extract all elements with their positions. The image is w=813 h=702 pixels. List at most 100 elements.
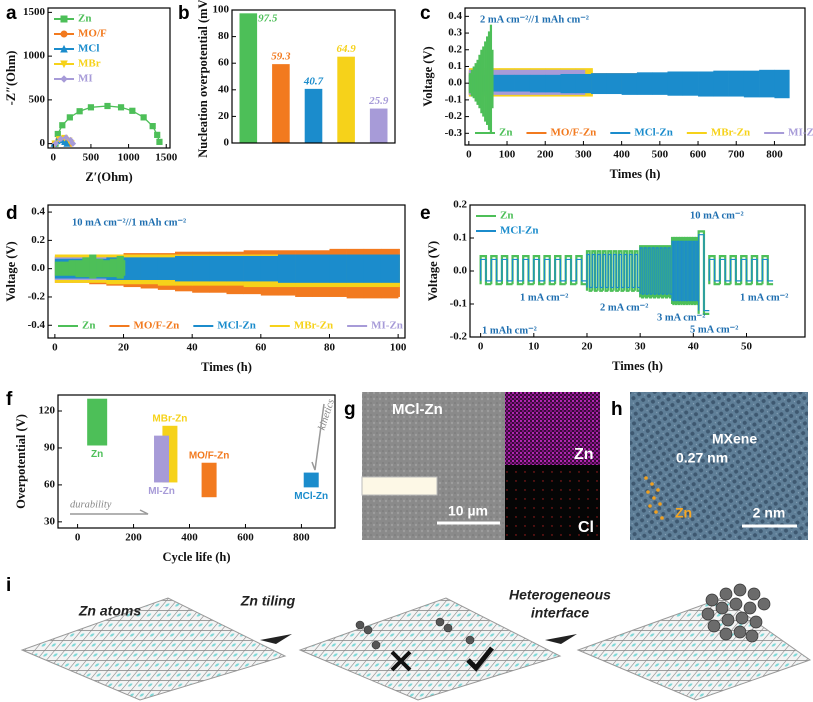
- voltage-band: [489, 24, 493, 134]
- x-tick-label: 1500: [155, 152, 178, 164]
- range-label: Zn: [91, 449, 103, 460]
- x-axis-label: Z′(Ohm): [85, 170, 132, 184]
- voltage-band: [96, 258, 104, 278]
- voltage-cycle: [639, 247, 645, 295]
- voltage-cycle: [729, 258, 742, 282]
- marker: [129, 107, 136, 114]
- voltage-band: [652, 72, 668, 95]
- legend-label: MCl-Zn: [217, 320, 256, 332]
- x-tick-label: 50: [741, 341, 753, 353]
- marker: [69, 140, 77, 147]
- marker: [104, 102, 111, 110]
- legend-label: Zn: [499, 127, 512, 139]
- voltage-band: [667, 71, 684, 96]
- y-tick-label: 0.0: [453, 265, 467, 277]
- y-tick-label: 60: [44, 478, 56, 490]
- x-tick-label: 500: [83, 152, 100, 164]
- x-tick-label: 30: [635, 341, 647, 353]
- x-tick-label: 200: [537, 149, 554, 161]
- range-label: MBr-Zn: [152, 413, 187, 424]
- voltage-band: [398, 254, 400, 283]
- y-tick-label: 0.1: [448, 60, 462, 72]
- voltage-band: [682, 71, 699, 96]
- x-axis-label: Times (h): [201, 360, 252, 374]
- voltage-cycle: [591, 253, 598, 289]
- voltage-cycle: [663, 247, 669, 295]
- x-tick-label: 400: [613, 149, 630, 161]
- x-axis-label: Times (h): [612, 359, 663, 373]
- plot-area: [468, 24, 790, 134]
- voltage-cycle: [687, 240, 691, 302]
- legend-label: MCl-Zn: [500, 225, 539, 237]
- voltage-cycle: [667, 247, 673, 295]
- x-tick-label: 0: [466, 149, 472, 161]
- panel-letter: f: [6, 389, 13, 410]
- voltage-cycle: [480, 258, 492, 282]
- voltage-band: [209, 255, 227, 282]
- x-tick-label: 40: [187, 342, 199, 354]
- voltage-band: [491, 49, 494, 109]
- plot-area: Zn MBr-Zn MI-Zn MO/F-Zn MCl-Zn: [87, 398, 328, 502]
- panel-d: d -0.4 -0.2 0.0 0.2 0.4 0 20 40 60 80 100 Times (h) V…: [4, 203, 407, 374]
- voltage-band: [480, 49, 483, 114]
- voltage-band: [560, 73, 577, 94]
- bar: [239, 13, 258, 143]
- annotation: durability: [70, 499, 112, 510]
- voltage-band: [116, 255, 124, 279]
- y-axis-label: Overpotential (V): [14, 414, 28, 509]
- marker: [62, 134, 70, 141]
- voltage-band: [102, 260, 111, 278]
- x-tick-label: 100: [390, 342, 407, 354]
- cl-map: [505, 465, 600, 540]
- y-tick-label: 0.2: [448, 43, 462, 55]
- range-bar: [201, 462, 217, 498]
- voltage-band: [474, 63, 477, 102]
- label-box: [361, 476, 438, 496]
- voltage-cycle: [682, 240, 686, 302]
- voltage-cycle: [501, 258, 513, 282]
- voltage-cycle: [511, 258, 524, 282]
- panel-b: b 97.5 Zn 59.3 -MO/F 40.7 -MCl 64.9 -MBr 25.9 -MI 0…: [178, 0, 396, 158]
- voltage-cycle: [575, 258, 587, 282]
- x-tick-label: 40: [688, 341, 700, 353]
- y-tick-label: -0.2: [450, 331, 468, 343]
- annotation: 2 mA cm⁻²: [600, 302, 648, 313]
- marker: [140, 114, 147, 121]
- voltage-cycle: [490, 258, 502, 282]
- bar: [304, 88, 323, 143]
- voltage-band: [243, 255, 262, 282]
- marker: [60, 15, 68, 23]
- plot-area: [54, 248, 400, 299]
- scale-label: 2 nm: [753, 505, 786, 521]
- value-label: 40.7: [303, 75, 324, 87]
- voltage-band: [140, 257, 159, 280]
- voltage-cycle: [671, 240, 675, 302]
- x-axis-label: Cycle life (h): [162, 550, 230, 564]
- voltage-band: [123, 257, 141, 280]
- y-tick-label: 30: [44, 515, 56, 527]
- x-tick-label: 700: [728, 149, 745, 161]
- voltage-band: [226, 255, 244, 282]
- y-tick-label: 0: [40, 137, 46, 149]
- legend-label: MCl-Zn: [634, 127, 673, 139]
- legend-label: MCl: [78, 43, 99, 55]
- value-label: 59.3: [271, 51, 291, 63]
- voltage-cycle: [565, 258, 577, 282]
- voltage-band: [636, 72, 653, 95]
- annotation: 1 mA cm⁻²: [520, 292, 568, 303]
- image-title: MCl-Zn: [392, 401, 443, 418]
- value-label: 97.5: [258, 13, 278, 25]
- range-label: MCl-Zn: [294, 491, 328, 502]
- marker: [66, 114, 73, 121]
- voltage-cycle: [655, 247, 661, 295]
- voltage-band: [487, 31, 491, 130]
- marker: [60, 60, 68, 69]
- x-tick-label: 500: [652, 149, 669, 161]
- panel-c: c -0.3 -0.2 -0.1 0.0 0.1 0.2 0.3 0.4 0 100 200 300 40…: [420, 3, 813, 181]
- voltage-cycle: [676, 240, 681, 302]
- spacing-label: 0.27 nm: [676, 450, 728, 466]
- heterogeneous-cluster: [701, 583, 771, 643]
- y-tick-label: 1500: [23, 6, 46, 18]
- voltage-cycle: [740, 258, 752, 282]
- axis-frame: [57, 394, 336, 529]
